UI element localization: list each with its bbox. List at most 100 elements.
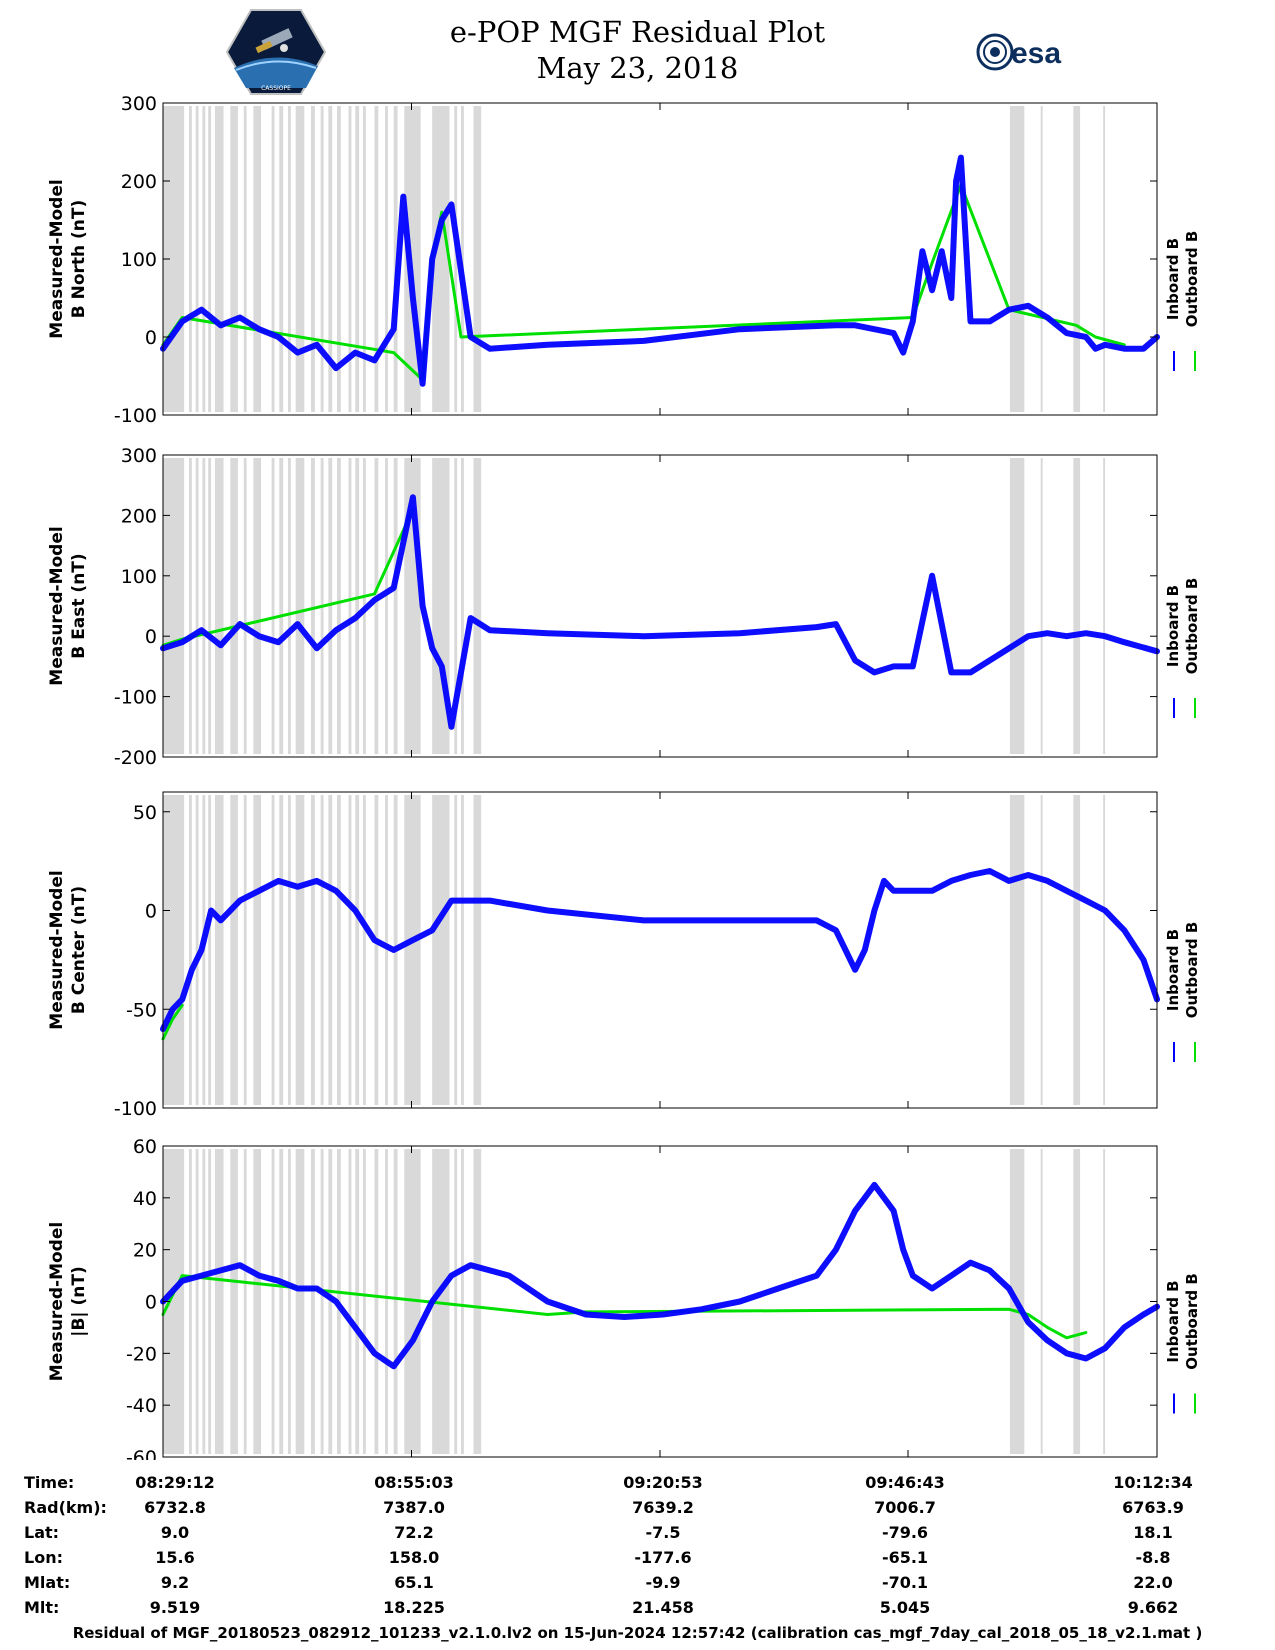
gap-interval <box>328 458 333 754</box>
info-cell-lat: -7.5 <box>645 1523 681 1542</box>
inboard-series-line <box>160 868 1160 1032</box>
gap-interval <box>374 106 379 412</box>
y-axis-label-line2: B East (nT) <box>69 553 89 658</box>
legend-inboard-label: Inboard B <box>1164 929 1182 1011</box>
inboard-series-line <box>160 1181 1160 1370</box>
info-cell-lat: -79.6 <box>881 1523 929 1542</box>
info-cell-lon: 158.0 <box>388 1548 440 1567</box>
outboard-series-line <box>161 1003 184 1041</box>
gap-interval <box>348 106 352 412</box>
gap-interval <box>188 795 192 1105</box>
gap-interval <box>374 1149 379 1454</box>
info-cell-time: 08:29:12 <box>135 1473 215 1492</box>
gap-interval <box>230 106 238 412</box>
gap-interval <box>1040 1149 1043 1454</box>
legend-outboard-label: Outboard B <box>1183 1273 1201 1370</box>
y-tick-label: -100 <box>114 405 157 427</box>
gap-interval <box>404 795 421 1105</box>
gap-interval <box>432 795 450 1105</box>
y-tick-label: -40 <box>126 1395 157 1417</box>
panel-4: 60 40 20 0 -20 -40 -60 Measured-Model |B| (nT) In… <box>47 1136 1201 1460</box>
gap-interval <box>320 106 324 412</box>
gap-interval <box>287 458 291 754</box>
gap-interval <box>1040 795 1043 1105</box>
info-cell-rad: 7006.7 <box>874 1498 936 1517</box>
gap-interval <box>1073 1149 1081 1454</box>
inboard-series-line <box>160 494 1160 730</box>
panel-1: 300 200 100 0 -100 Measured-Model B North (nT)… <box>47 93 1201 427</box>
info-row-label: Lat: <box>24 1523 60 1542</box>
y-axis-label-line1: Measured-Model <box>47 526 67 685</box>
info-cell-time: 09:20:53 <box>623 1473 703 1492</box>
gap-interval <box>362 795 366 1105</box>
gap-interval <box>230 458 238 754</box>
gap-interval <box>348 458 352 754</box>
gap-interval <box>208 1149 212 1454</box>
info-cell-rad: 7387.0 <box>383 1498 445 1517</box>
y-axis-label: Measured-Model B East (nT) <box>47 526 89 685</box>
gap-interval <box>454 458 458 754</box>
satellite-logo-caption: CASSIOPE <box>261 85 291 92</box>
gap-interval <box>362 106 366 412</box>
gap-interval <box>355 106 360 412</box>
y-tick-label: 0 <box>145 1292 157 1314</box>
info-cell-lat: 72.2 <box>394 1523 434 1542</box>
gap-interval <box>202 1149 206 1454</box>
y-tick-label: -100 <box>114 1098 157 1120</box>
info-cell-mlt: 9.519 <box>149 1598 201 1617</box>
gap-interval <box>320 795 324 1105</box>
info-cell-lon: 15.6 <box>155 1548 195 1567</box>
gap-interval <box>243 458 247 754</box>
gap-interval <box>1073 458 1081 754</box>
gap-interval <box>271 1149 275 1454</box>
gap-interval <box>188 106 192 412</box>
y-tick-label: 100 <box>121 249 157 271</box>
gap-interval <box>311 106 315 412</box>
info-cell-mlt: 5.045 <box>879 1598 931 1617</box>
y-tick-label: 0 <box>145 626 157 648</box>
gap-interval <box>208 106 212 412</box>
gap-interval <box>320 1149 324 1454</box>
gap-interval <box>385 458 388 754</box>
gap-interval <box>253 458 262 754</box>
gap-interval <box>1009 458 1025 754</box>
gap-interval <box>311 795 315 1105</box>
info-row-label: Rad(km): <box>24 1498 107 1517</box>
gap-interval <box>473 1149 482 1454</box>
gap-interval <box>311 1149 315 1454</box>
info-cell-mlat: -9.9 <box>645 1573 681 1592</box>
gap-interval <box>271 795 275 1105</box>
info-cell-time: 08:55:03 <box>374 1473 454 1492</box>
gap-interval <box>461 458 464 754</box>
gap-interval <box>473 458 482 754</box>
gap-interval <box>328 1149 333 1454</box>
gap-interval <box>1073 795 1081 1105</box>
gap-interval <box>195 1149 199 1454</box>
y-axis-label: Measured-Model B Center (nT) <box>47 870 89 1029</box>
panel-2: 300 200 100 0 -100 -200 Measured-Model B East (… <box>47 445 1201 769</box>
gap-interval <box>202 458 206 754</box>
y-tick-label: -60 <box>126 1447 157 1460</box>
y-axis-label-line2: |B| (nT) <box>69 1266 89 1337</box>
gap-interval <box>208 458 212 754</box>
gap-interval <box>253 1149 262 1454</box>
gap-interval <box>1103 1149 1106 1454</box>
gap-interval <box>279 106 284 412</box>
title-date: May 23, 2018 <box>536 51 739 85</box>
legend-labels: Inboard BOutboard B <box>1164 922 1201 1019</box>
title-line-1: e-POP MGF Residual Plot <box>449 15 826 49</box>
gap-interval <box>473 795 482 1105</box>
gap-interval <box>328 795 333 1105</box>
info-cell-rad: 7639.2 <box>632 1498 694 1517</box>
y-tick-label: 300 <box>121 445 157 467</box>
gap-interval <box>295 1149 305 1454</box>
gap-interval <box>461 1149 464 1454</box>
gap-interval <box>195 795 199 1105</box>
gap-interval <box>328 106 333 412</box>
esa-logo: esa <box>976 33 1061 71</box>
info-cell-lon: -8.8 <box>1135 1548 1171 1567</box>
legend-labels: Inboard BOutboard B <box>1164 231 1201 328</box>
y-tick-label: -50 <box>126 999 157 1021</box>
gap-interval <box>355 1149 360 1454</box>
gap-interval <box>287 795 291 1105</box>
